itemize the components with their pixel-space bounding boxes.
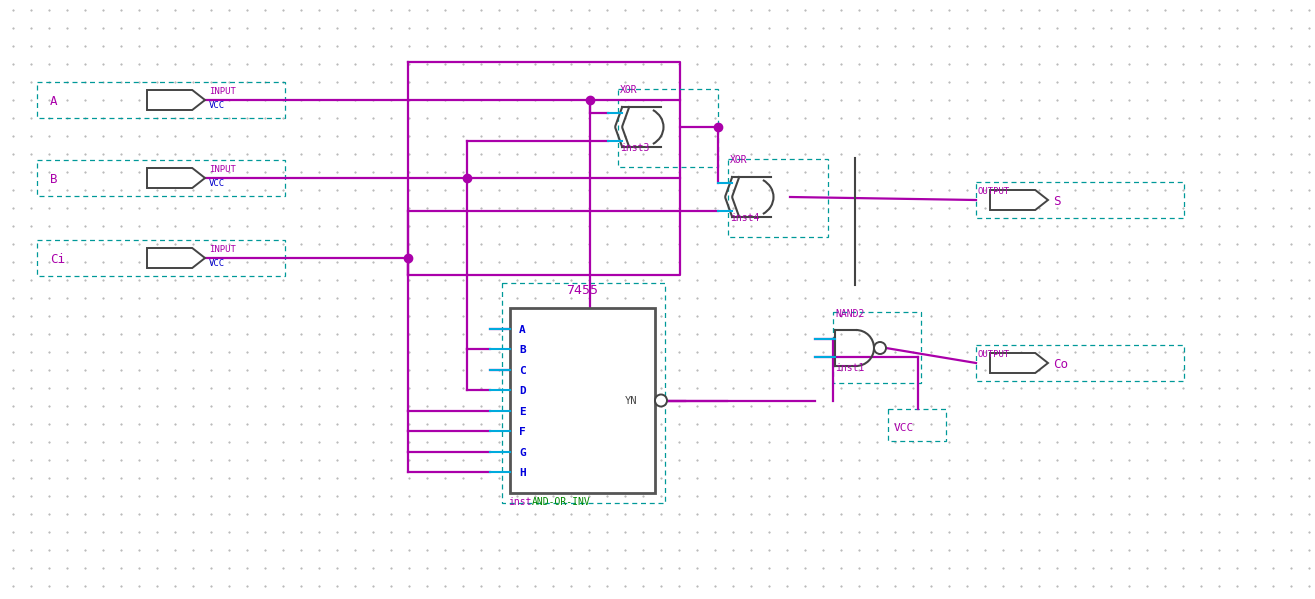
- Text: VCC: VCC: [894, 423, 914, 433]
- Polygon shape: [990, 190, 1048, 210]
- Text: inst: inst: [508, 497, 531, 507]
- Circle shape: [874, 342, 886, 354]
- Text: AND-OR-INV: AND-OR-INV: [533, 497, 590, 507]
- Text: 7455: 7455: [567, 284, 598, 297]
- Text: F: F: [519, 427, 526, 437]
- Text: VCC: VCC: [209, 259, 225, 268]
- Text: OUTPUT: OUTPUT: [978, 187, 1010, 196]
- Text: G: G: [519, 448, 526, 458]
- Text: inst3: inst3: [619, 143, 650, 153]
- Polygon shape: [147, 90, 205, 110]
- Polygon shape: [990, 353, 1048, 373]
- Text: VCC: VCC: [209, 179, 225, 188]
- Polygon shape: [147, 168, 205, 188]
- Text: XOR: XOR: [730, 155, 748, 165]
- Text: XOR: XOR: [619, 85, 638, 95]
- Text: Ci: Ci: [50, 253, 64, 266]
- Circle shape: [655, 395, 667, 407]
- Text: INPUT: INPUT: [209, 87, 235, 96]
- Text: OUTPUT: OUTPUT: [978, 350, 1010, 359]
- Polygon shape: [147, 248, 205, 268]
- Text: INPUT: INPUT: [209, 245, 235, 254]
- Text: H: H: [519, 468, 526, 479]
- Text: A: A: [50, 95, 58, 108]
- Text: A: A: [519, 325, 526, 335]
- Text: inst1: inst1: [835, 363, 864, 373]
- Text: NAND2: NAND2: [835, 309, 864, 319]
- Text: S: S: [1053, 195, 1060, 208]
- Text: C: C: [519, 365, 526, 376]
- Text: inst4: inst4: [730, 213, 759, 223]
- Text: B: B: [50, 173, 58, 186]
- Text: INPUT: INPUT: [209, 165, 235, 174]
- Text: Co: Co: [1053, 358, 1068, 371]
- Text: YN: YN: [625, 397, 638, 407]
- FancyBboxPatch shape: [510, 308, 655, 493]
- Text: D: D: [519, 386, 526, 396]
- Text: E: E: [519, 407, 526, 417]
- Text: VCC: VCC: [209, 101, 225, 110]
- Text: B: B: [519, 345, 526, 355]
